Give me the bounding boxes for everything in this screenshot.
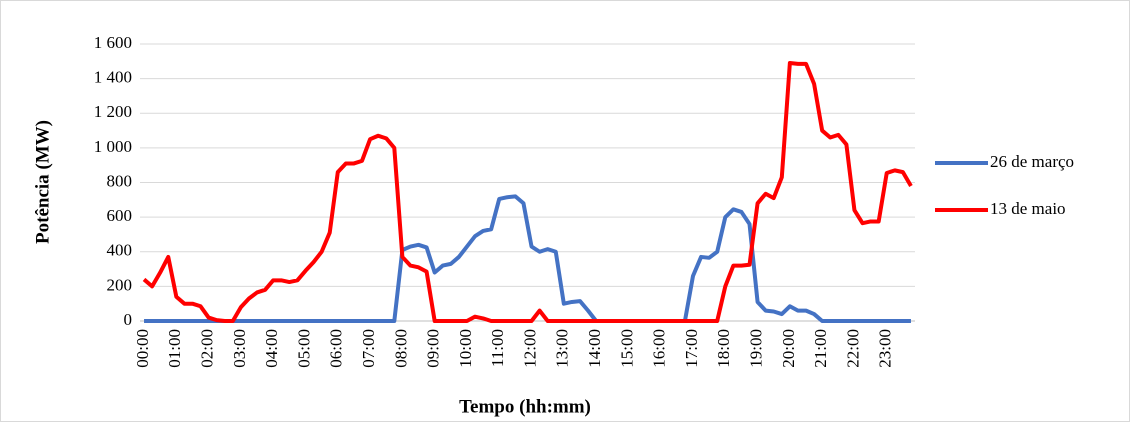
series-line [144, 194, 911, 323]
x-tick-label: 08:00 [391, 329, 410, 368]
x-tick-label: 05:00 [294, 329, 313, 368]
y-tick-label: 1 400 [94, 68, 132, 87]
x-axis-title: Tempo (hh:mm) [459, 396, 591, 417]
y-tick-label: 800 [107, 171, 133, 190]
x-tick-label: 20:00 [779, 329, 798, 368]
x-tick-label: 21:00 [811, 329, 830, 368]
legend-label: 26 de março [990, 152, 1074, 171]
x-tick-label: 06:00 [327, 329, 346, 368]
x-tick-label: 10:00 [456, 329, 475, 368]
x-tick-label: 02:00 [198, 329, 217, 368]
x-tick-label: 18:00 [714, 329, 733, 368]
y-axis-title: Potência (MW) [32, 120, 53, 244]
x-tick-label: 17:00 [682, 329, 701, 368]
x-tick-label: 11:00 [488, 329, 507, 367]
x-tick-label: 07:00 [359, 329, 378, 368]
y-tick-label: 1 000 [94, 137, 132, 156]
x-tick-label: 16:00 [650, 329, 669, 368]
y-tick-label: 600 [107, 206, 133, 225]
x-tick-label: 22:00 [843, 329, 862, 368]
y-tick-label: 400 [107, 241, 133, 260]
x-tick-label: 09:00 [424, 329, 443, 368]
y-tick-label: 1 200 [94, 102, 132, 121]
legend-label: 13 de maio [990, 199, 1066, 218]
y-tick-label: 200 [107, 275, 133, 294]
x-tick-label: 01:00 [165, 329, 184, 368]
x-tick-label: 13:00 [553, 329, 572, 368]
x-tick-label: 15:00 [617, 329, 636, 368]
y-tick-label: 0 [124, 310, 133, 329]
y-tick-label: 1 600 [94, 33, 132, 52]
x-tick-label: 12:00 [520, 329, 539, 368]
x-tick-label: 00:00 [133, 329, 152, 368]
x-tick-label: 19:00 [746, 329, 765, 368]
x-tick-label: 03:00 [230, 329, 249, 368]
series-line [142, 61, 913, 323]
x-tick-label: 14:00 [585, 329, 604, 368]
x-tick-label: 04:00 [262, 329, 281, 368]
x-tick-label: 23:00 [876, 329, 895, 368]
